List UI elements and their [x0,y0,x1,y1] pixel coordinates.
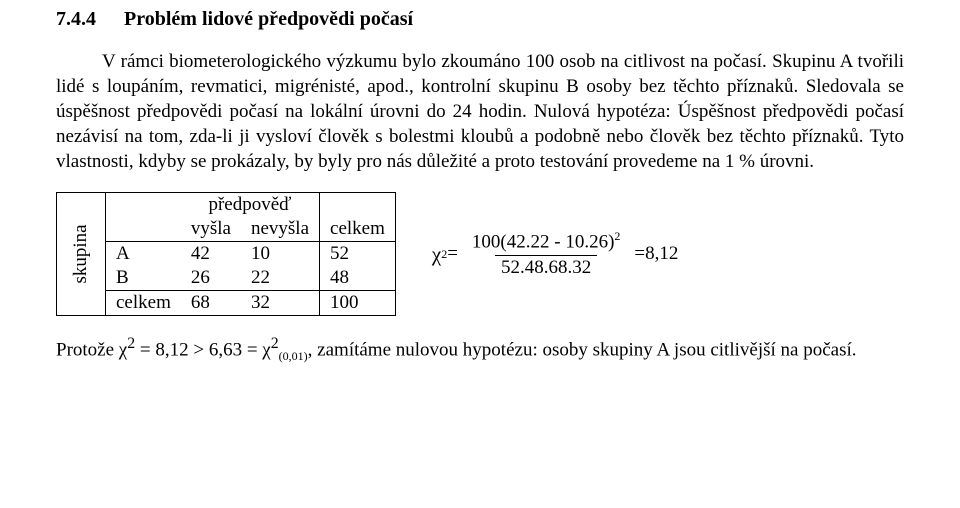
col-header-2: celkem [320,217,396,242]
row-header-2: celkem [106,291,181,316]
top-right-spacer [320,193,396,218]
corner-cell [106,193,181,218]
section-title: Problém lidové předpovědi počasí [124,8,413,30]
side-label-cell: skupina [57,193,106,316]
cell-1-1: 22 [241,266,320,291]
table-row: B 26 22 48 [57,266,396,291]
conclusion-paragraph: Protože χ2 = 8,12 > 6,63 = χ2(0,01), zam… [56,334,904,365]
cell-1-2: 48 [320,266,396,291]
equals-1: = [447,243,458,265]
page: 7.4.4 Problém lidové předpovědi počasí V … [0,0,960,365]
numerator-text: 100(42.22 - 10.26) [472,232,614,253]
equals-2: = [634,243,645,265]
col-header-0: vyšla [181,217,241,242]
cell-0-0: 42 [181,242,241,267]
fraction: 100(42.22 - 10.26)2 52.48.68.32 [466,230,626,278]
row-header-1: B [106,266,181,291]
table-row: celkem 68 32 100 [57,291,396,316]
section-number: 7.4.4 [56,8,96,31]
cell-2-0: 68 [181,291,241,316]
cell-2-1: 32 [241,291,320,316]
concl-sub2: (0,01) [279,350,308,364]
cell-1-0: 26 [181,266,241,291]
cell-2-2: 100 [320,291,396,316]
concl-post: , zamítáme nulovou hypotézu: osoby skupi… [308,340,857,361]
body-text: V rámci biometerologického výzkumu bylo … [56,51,904,172]
top-label: předpověď [181,193,320,218]
row-header-0: A [106,242,181,267]
concl-pre: Protože χ [56,340,127,361]
cell-0-1: 10 [241,242,320,267]
contingency-table: skupina předpověď vyšla nevyšla celkem A… [56,192,396,316]
numerator-sup: 2 [614,229,620,243]
cell-0-2: 52 [320,242,396,267]
concl-mid1: = 8,12 > 6,63 = χ [135,340,271,361]
table-row: A 42 10 52 [57,242,396,267]
side-label: skupina [70,225,92,284]
col-header-1: nevyšla [241,217,320,242]
header-spacer [106,217,181,242]
fraction-numerator: 100(42.22 - 10.26)2 [466,230,626,254]
body-paragraph: V rámci biometerologického výzkumu bylo … [56,49,904,174]
concl-sup1: 2 [127,335,135,352]
table-and-formula-row: skupina předpověď vyšla nevyšla celkem A… [56,192,904,316]
formula-result: 8,12 [645,243,678,265]
fraction-denominator: 52.48.68.32 [495,255,597,279]
chi-symbol: χ [432,242,441,267]
chi-square-formula: χ 2 = 100(42.22 - 10.26)2 52.48.68.32 = 8… [432,230,679,278]
section-heading: 7.4.4 Problém lidové předpovědi počasí [56,8,904,31]
concl-sup2: 2 [271,335,279,352]
